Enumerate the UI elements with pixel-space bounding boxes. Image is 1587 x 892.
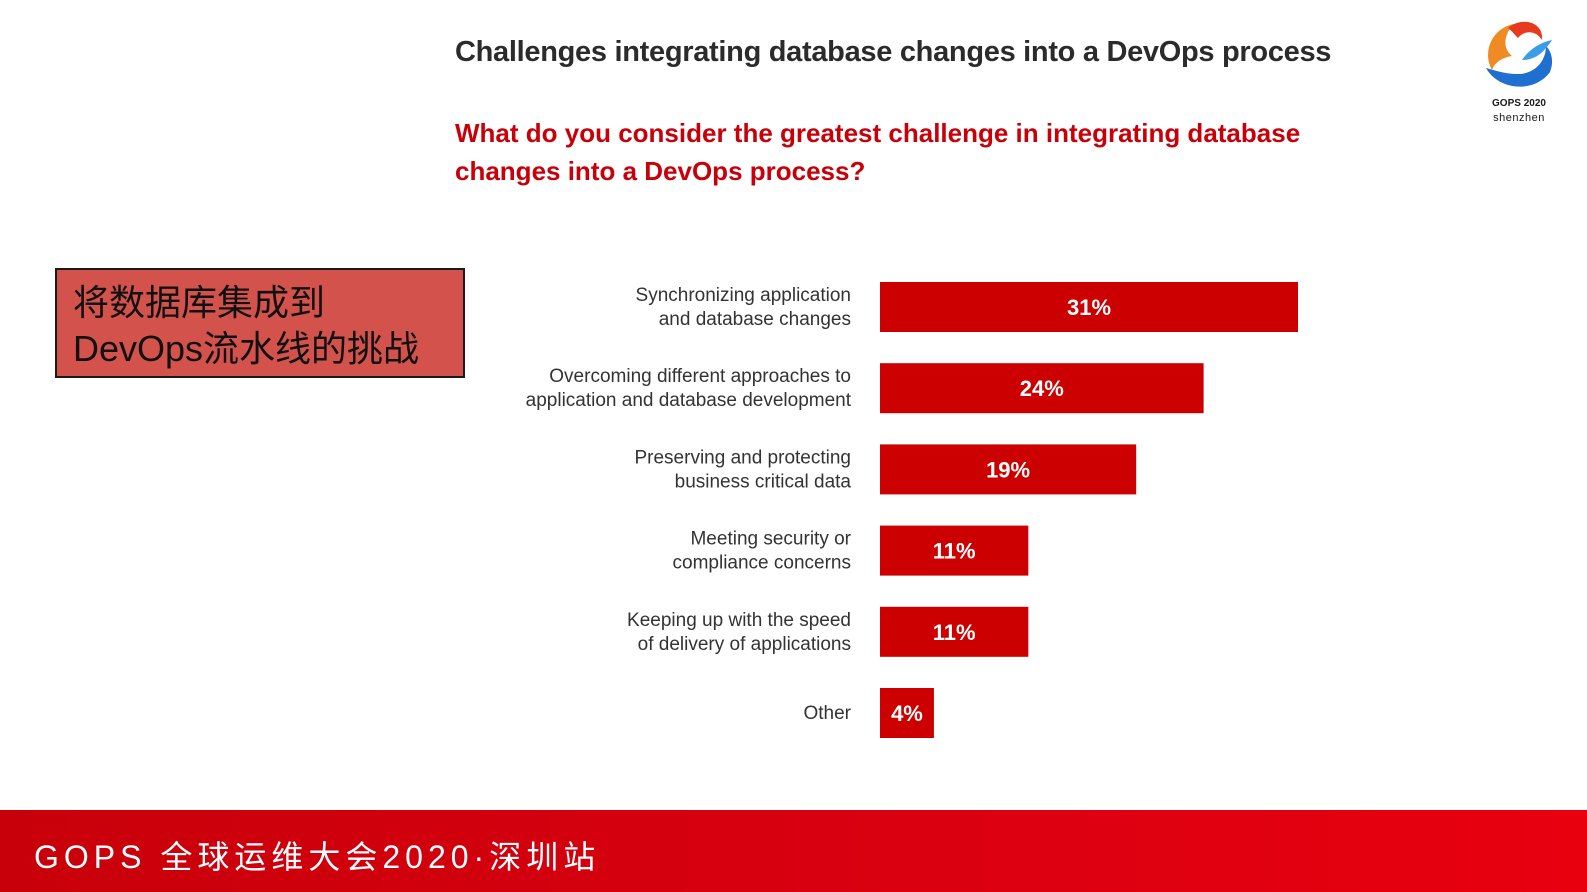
callout-line-2: DevOps流水线的挑战 bbox=[73, 328, 420, 369]
bar-5 bbox=[880, 688, 934, 738]
category-label-1: Overcoming different approaches to applic… bbox=[526, 366, 852, 411]
bar-value-label-0: 31% bbox=[1067, 295, 1111, 320]
category-label-2: Preserving and protecting business critic… bbox=[634, 447, 851, 492]
bar-4 bbox=[880, 606, 1029, 657]
category-label-4: Keeping up with the speed of delivery of … bbox=[627, 610, 851, 655]
bar-3 bbox=[880, 525, 1029, 576]
bar-value-label-2: 19% bbox=[986, 457, 1030, 482]
callout-line-1: 将数据库集成到 bbox=[73, 282, 326, 323]
category-label-line: Meeting security or bbox=[690, 529, 851, 550]
bar-value-label-1: 24% bbox=[1020, 376, 1064, 401]
callout-box: 将数据库集成到 DevOps流水线的挑战 bbox=[55, 268, 465, 378]
category-label-line: application and database development bbox=[526, 390, 852, 411]
chart-title: Challenges integrating database changes … bbox=[455, 36, 1332, 68]
footer-banner: GOPS 全球运维大会2020·深圳站 bbox=[0, 810, 1587, 892]
category-label-5: Other bbox=[803, 703, 851, 724]
logo-text-event: GOPS 2020 bbox=[1492, 98, 1546, 109]
chart-question: What do you consider the greatest challe… bbox=[455, 118, 1301, 186]
category-label-line: compliance concerns bbox=[673, 553, 851, 574]
bar-chart: 31% Synchronizing application and database… bbox=[526, 282, 1298, 738]
category-label-line: Preserving and protecting bbox=[634, 447, 851, 468]
category-label-line: business critical data bbox=[675, 471, 852, 492]
gops-logo-icon bbox=[1486, 21, 1553, 87]
category-label-line: Other bbox=[803, 703, 851, 724]
category-label-line: Keeping up with the speed bbox=[627, 610, 851, 631]
category-label-line: of delivery of applications bbox=[638, 634, 851, 655]
category-label-line: Overcoming different approaches to bbox=[549, 366, 851, 387]
bar-value-label-3: 11% bbox=[933, 539, 976, 564]
category-label-line: Synchronizing application bbox=[636, 285, 851, 306]
bar-value-label-5: 4% bbox=[891, 701, 923, 726]
category-label-line: and database changes bbox=[659, 309, 851, 330]
bar-1 bbox=[880, 363, 1204, 414]
category-label-0: Synchronizing application and database ch… bbox=[636, 285, 851, 330]
bar-2 bbox=[880, 444, 1137, 495]
gops-logo: GOPS 2020 shenzhen bbox=[1478, 12, 1578, 132]
category-label-3: Meeting security or compliance concerns bbox=[673, 529, 852, 574]
logo-text-city: shenzhen bbox=[1493, 112, 1545, 124]
bar-value-label-4: 11% bbox=[933, 620, 976, 645]
footer-text: GOPS 全球运维大会2020·深圳站 bbox=[34, 839, 601, 875]
bar-0 bbox=[880, 282, 1298, 332]
